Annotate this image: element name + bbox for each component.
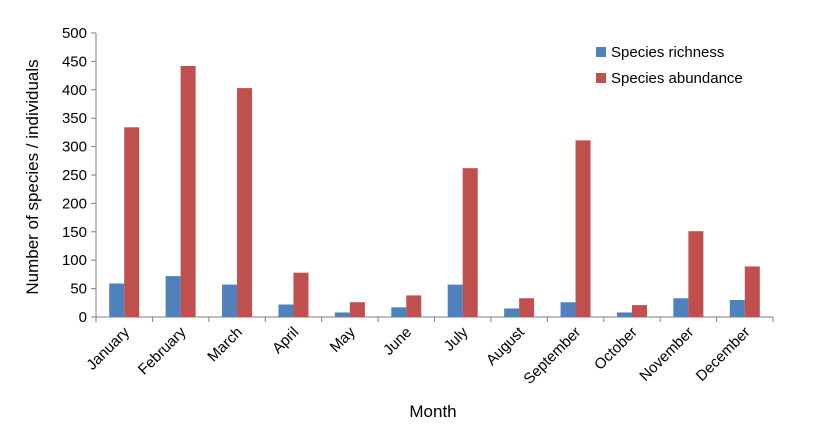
y-tick-label: 100	[62, 252, 87, 269]
bar-species-richness	[616, 312, 632, 317]
bar-species-abundance	[744, 266, 760, 317]
bar-species-abundance	[519, 298, 535, 317]
y-tick-label: 200	[62, 195, 87, 212]
bar-species-abundance	[293, 272, 309, 317]
x-tick-label: February	[135, 323, 190, 378]
x-tick-label: May	[327, 323, 359, 355]
x-tick-label: October	[591, 324, 641, 374]
y-tick-label: 350	[62, 110, 87, 127]
y-tick-label: 250	[62, 167, 87, 184]
bar-species-abundance	[462, 168, 478, 317]
x-tick-label: March	[204, 324, 245, 365]
bar-species-abundance	[349, 302, 365, 317]
bar-species-abundance	[406, 295, 422, 317]
x-tick-label: September	[520, 324, 584, 388]
bar-species-abundance	[688, 231, 704, 317]
x-tick-label: January	[83, 323, 133, 373]
legend-swatch	[596, 47, 606, 57]
x-tick-label: November	[636, 324, 697, 385]
y-tick-label: 300	[62, 139, 87, 156]
x-axis: January February March April May June July Augu…	[83, 316, 774, 388]
bars	[109, 65, 760, 318]
y-tick-label: 450	[62, 53, 87, 70]
bar-species-richness	[165, 276, 181, 317]
bar-species-abundance	[237, 88, 253, 317]
bar-species-richness	[334, 312, 350, 317]
legend: Species richness Species abundance	[596, 44, 743, 87]
x-tick-label: April	[269, 324, 302, 357]
bar-species-richness	[278, 304, 294, 317]
bar-species-richness	[729, 299, 745, 317]
legend-swatch	[596, 73, 606, 83]
x-axis-title: Month	[409, 402, 456, 421]
y-tick-label: 500	[62, 25, 87, 42]
legend-label: Species richness	[611, 44, 724, 61]
bar-species-richness	[447, 284, 463, 317]
bar-species-richness	[673, 298, 689, 317]
y-axis: 0 50 100 150 200 250 300 350 400 450 500	[62, 25, 97, 326]
y-tick-label: 50	[70, 281, 87, 298]
x-tick-label: August	[483, 323, 529, 369]
x-tick-label: December	[693, 324, 754, 385]
bar-species-richness	[504, 308, 520, 317]
y-axis-title: Number of species / individuals	[23, 59, 42, 294]
bar-species-abundance	[124, 127, 140, 318]
y-tick-label: 150	[62, 224, 87, 241]
bar-species-abundance	[575, 140, 591, 317]
bar-species-abundance	[180, 65, 196, 317]
bar-species-abundance	[631, 305, 647, 317]
bar-species-richness	[222, 284, 238, 317]
y-tick-label: 400	[62, 82, 87, 99]
x-tick-label: July	[441, 323, 472, 354]
bar-species-richness	[109, 283, 125, 317]
legend-label: Species abundance	[611, 70, 743, 87]
bar-species-richness	[560, 302, 576, 317]
bar-species-richness	[391, 307, 407, 317]
x-tick-label: June	[380, 324, 415, 359]
y-tick-label: 0	[79, 309, 87, 326]
